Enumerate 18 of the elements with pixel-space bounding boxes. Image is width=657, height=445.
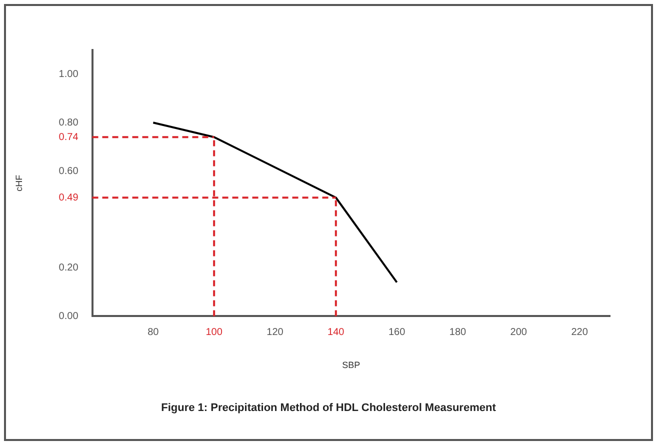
y-tick-label: 1.00 (58, 68, 79, 80)
y-tick-label: 0.20 (58, 262, 79, 274)
y-axis-title: cHF (14, 174, 24, 192)
text: Figure 1: Precipitation Method of HDL Cholesterol Measurement (160, 402, 497, 414)
y-tick-label: 0.74 (58, 132, 79, 143)
x-tick-label: 100 (206, 326, 223, 338)
x-axis-title: SBP (342, 360, 360, 370)
x-tick-label: 120 (266, 326, 284, 338)
x-tick-label: 140 (328, 326, 345, 338)
x-tick-label: 160 (388, 326, 406, 338)
y-tick-label: 0.00 (58, 310, 79, 322)
y-tick-label: 0.60 (58, 166, 79, 177)
x-tick-label: 180 (449, 326, 467, 338)
x-tick-label: 200 (510, 326, 528, 338)
y-tick-label: 0.49 (58, 192, 79, 204)
x-tick-label: 80 (148, 326, 160, 338)
x-tick-label: 220 (571, 326, 588, 338)
y-tick-label: 0.80 (58, 117, 79, 128)
